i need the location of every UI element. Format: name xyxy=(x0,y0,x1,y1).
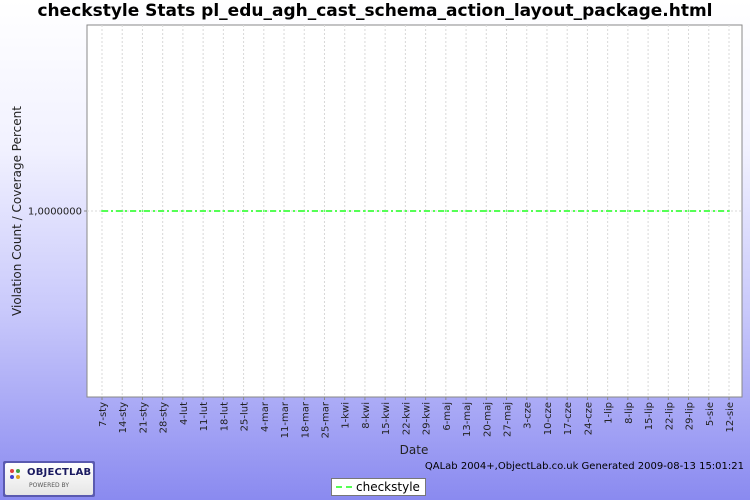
data-point xyxy=(667,210,670,212)
x-tick-label: 4-mar xyxy=(260,401,271,432)
x-tick-label: 27-maj xyxy=(503,402,514,437)
data-point xyxy=(181,210,184,212)
x-tick-label: 11-mar xyxy=(280,401,291,438)
data-point xyxy=(647,210,650,212)
x-tick-label: 17-cze xyxy=(563,402,574,435)
y-tick-label: 1,0000000 xyxy=(28,207,82,218)
x-tick-label: 3-cze xyxy=(523,402,534,429)
y-axis-ticks: 1,0000000 xyxy=(28,207,87,218)
x-axis-ticks: 7-sty 14-sty 21-sty 28-sty 4-lut 11-lut 18-lut… xyxy=(98,397,736,438)
data-point xyxy=(343,210,346,212)
x-tick-label: 8-kwi xyxy=(361,402,372,429)
legend-label-checkstyle: checkstyle xyxy=(356,480,420,494)
x-tick-label: 28-sty xyxy=(159,402,170,433)
x-tick-label: 22-kwi xyxy=(401,402,412,435)
data-point xyxy=(545,210,548,212)
data-point xyxy=(485,210,488,212)
data-point xyxy=(161,210,164,212)
x-tick-label: 1-lip xyxy=(604,402,615,424)
x-tick-label: 8-lip xyxy=(624,402,635,424)
x-tick-label: 14-sty xyxy=(118,402,129,433)
data-point xyxy=(728,210,730,212)
data-point xyxy=(283,210,286,212)
x-tick-label: 25-lut xyxy=(240,402,251,431)
x-tick-label: 18-lut xyxy=(219,402,230,431)
x-tick-label: 24-cze xyxy=(583,402,594,435)
data-point xyxy=(586,210,589,212)
data-point xyxy=(444,210,447,212)
data-point xyxy=(101,210,103,212)
logo-subtext: POWERED BY xyxy=(29,482,70,489)
data-point xyxy=(404,210,407,212)
data-point xyxy=(525,210,528,212)
x-tick-label: 11-lut xyxy=(199,402,210,431)
x-tick-label: 12-sie xyxy=(725,402,736,432)
objectlab-logo: OBJECTLAB POWERED BY xyxy=(3,461,95,497)
data-point xyxy=(363,210,366,212)
data-point xyxy=(323,210,326,212)
data-point xyxy=(141,210,144,212)
x-tick-label: 20-maj xyxy=(482,402,493,437)
data-point xyxy=(222,210,225,212)
x-tick-label: 4-lut xyxy=(179,402,190,425)
generated-info: QALab 2004+,ObjectLab.co.uk Generated 20… xyxy=(424,461,744,472)
x-tick-label: 10-cze xyxy=(543,402,554,435)
y-axis-label: Violation Count / Coverage Percent xyxy=(10,106,24,316)
logo-dots-icon xyxy=(10,469,20,479)
data-point xyxy=(465,210,468,212)
x-tick-label: 15-kwi xyxy=(381,402,392,435)
data-point xyxy=(687,210,690,212)
x-tick-label: 1-kwi xyxy=(341,402,352,429)
data-point xyxy=(384,210,387,212)
x-axis-label: Date xyxy=(400,443,429,457)
x-tick-label: 7-sty xyxy=(98,402,109,427)
x-tick-label: 25-mar xyxy=(320,401,331,438)
x-tick-label: 29-kwi xyxy=(422,402,433,435)
legend: checkstyle xyxy=(331,478,426,496)
data-point xyxy=(202,210,205,212)
data-point xyxy=(262,210,265,212)
data-point xyxy=(242,210,245,212)
series-group xyxy=(101,210,730,212)
data-point xyxy=(505,210,508,212)
data-point xyxy=(303,210,306,212)
x-tick-label: 6-maj xyxy=(442,402,453,431)
x-tick-label: 29-lip xyxy=(685,402,696,430)
x-tick-label: 15-lip xyxy=(644,402,655,430)
data-point xyxy=(707,210,710,212)
data-point xyxy=(606,210,609,212)
chart-title: checkstyle Stats pl_edu_agh_cast_schema_… xyxy=(37,1,713,21)
data-point xyxy=(121,210,124,212)
legend-swatch-checkstyle xyxy=(336,486,352,488)
data-point xyxy=(626,210,629,212)
logo-text: OBJECTLAB xyxy=(27,467,92,478)
data-point xyxy=(424,210,427,212)
x-tick-label: 22-lip xyxy=(664,402,675,430)
x-tick-label: 5-sie xyxy=(705,402,716,426)
x-tick-label: 18-mar xyxy=(300,401,311,438)
data-point xyxy=(566,210,569,212)
x-tick-label: 21-sty xyxy=(138,402,149,433)
x-tick-label: 13-maj xyxy=(462,402,473,437)
